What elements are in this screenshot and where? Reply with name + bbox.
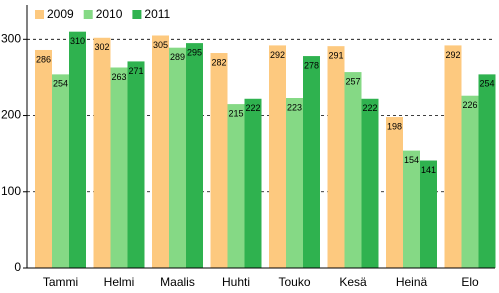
value-label: 226 [462, 100, 477, 110]
bar [344, 72, 362, 268]
value-label: 141 [421, 165, 436, 175]
y-tick-label: 0 [14, 260, 21, 274]
y-tick-label: 200 [1, 108, 21, 122]
bar [444, 45, 462, 269]
value-label: 295 [187, 47, 202, 57]
value-label: 254 [53, 79, 68, 89]
value-label: 254 [479, 79, 494, 89]
x-tick-label: Huhti [222, 275, 250, 289]
value-label: 263 [111, 72, 126, 82]
bar [244, 98, 262, 268]
value-label: 292 [445, 50, 460, 60]
value-label: 222 [362, 103, 377, 113]
bar [52, 74, 69, 268]
legend-swatch [132, 10, 142, 19]
bar [69, 31, 86, 269]
bar [303, 56, 320, 268]
bar [35, 49, 52, 269]
value-label: 154 [404, 155, 419, 165]
bar [327, 46, 345, 268]
bar [361, 98, 379, 268]
bar [210, 53, 228, 268]
x-tick-label: Tammi [43, 275, 78, 289]
bar [286, 98, 303, 268]
legend-swatch [83, 10, 93, 19]
value-label: 286 [36, 54, 51, 64]
value-label: 222 [245, 103, 260, 113]
value-label: 305 [153, 40, 168, 50]
value-label: 289 [170, 52, 185, 62]
bar [152, 35, 169, 268]
value-label: 302 [94, 42, 109, 52]
bar [93, 37, 111, 268]
bar [269, 45, 286, 269]
legend-swatch [35, 10, 44, 19]
bar [110, 67, 128, 268]
x-tick-label: Kesä [339, 275, 367, 289]
value-label: 198 [387, 121, 402, 131]
x-tick-label: Maalis [160, 275, 195, 289]
value-label: 215 [228, 108, 243, 118]
bar [127, 61, 145, 269]
value-label: 223 [287, 102, 302, 112]
value-label: 278 [304, 60, 319, 70]
x-tick-label: Elo [461, 275, 479, 289]
value-label: 271 [128, 66, 143, 76]
value-label: 292 [270, 50, 285, 60]
bar [169, 47, 186, 269]
x-tick-label: Heinä [396, 275, 428, 289]
value-label: 257 [345, 76, 360, 86]
y-tick-label: 300 [1, 31, 21, 45]
legend-label: 2010 [96, 7, 123, 21]
x-tick-label: Helmi [104, 275, 135, 289]
value-label: 291 [328, 51, 343, 61]
bar [420, 160, 437, 268]
value-label: 310 [70, 36, 85, 46]
bar [227, 104, 245, 269]
value-label: 282 [211, 57, 226, 67]
bar [403, 150, 420, 268]
bar [461, 95, 479, 268]
bar [186, 43, 203, 269]
bar [478, 74, 496, 268]
y-tick-label: 100 [1, 184, 21, 198]
bar [386, 117, 403, 268]
legend-label: 2009 [47, 7, 74, 21]
x-tick-label: Touko [278, 275, 310, 289]
legend-label: 2011 [144, 7, 170, 21]
